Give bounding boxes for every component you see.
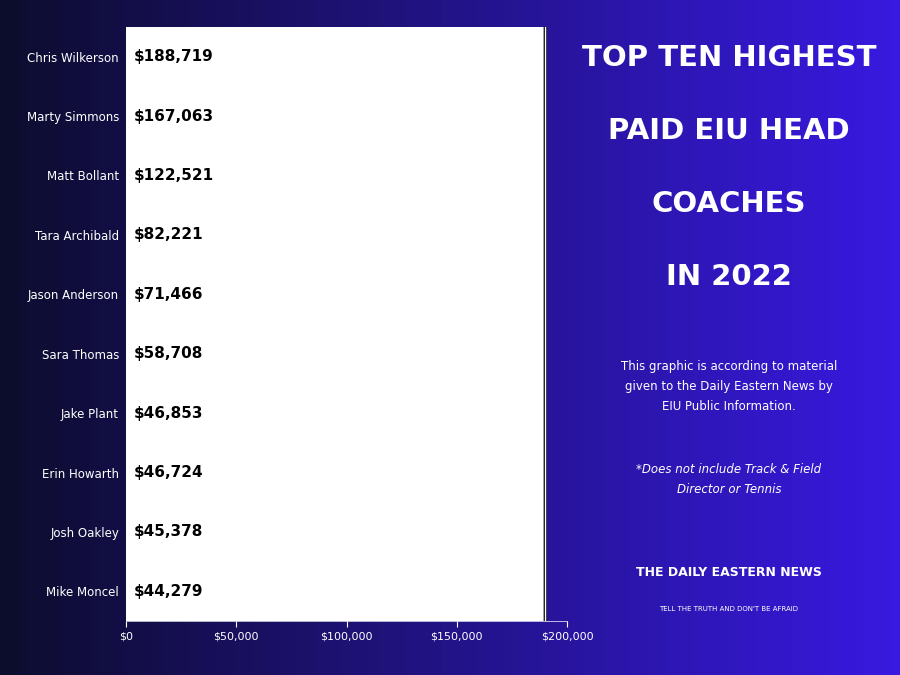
Bar xyxy=(126,453,229,492)
Bar xyxy=(126,394,230,433)
Bar xyxy=(126,572,223,611)
Text: *Does not include Track & Field
Director or Tennis: *Does not include Track & Field Director… xyxy=(636,463,822,496)
Text: TOP TEN HIGHEST: TOP TEN HIGHEST xyxy=(581,44,877,72)
FancyBboxPatch shape xyxy=(122,0,230,675)
Text: $122,521: $122,521 xyxy=(134,168,214,183)
FancyBboxPatch shape xyxy=(122,0,311,675)
FancyBboxPatch shape xyxy=(122,0,260,675)
FancyBboxPatch shape xyxy=(122,0,546,675)
Text: $58,708: $58,708 xyxy=(134,346,203,361)
FancyBboxPatch shape xyxy=(122,0,233,675)
FancyBboxPatch shape xyxy=(122,0,288,675)
Bar xyxy=(126,215,307,254)
Text: THE DAILY EASTERN NEWS: THE DAILY EASTERN NEWS xyxy=(636,566,822,579)
Text: This graphic is according to material
given to the Daily Eastern News by
EIU Pub: This graphic is according to material gi… xyxy=(621,360,837,413)
Text: $45,378: $45,378 xyxy=(134,524,203,539)
Text: $46,724: $46,724 xyxy=(134,465,203,480)
Text: $46,853: $46,853 xyxy=(134,406,203,421)
Bar xyxy=(126,334,256,373)
FancyBboxPatch shape xyxy=(122,0,234,675)
Bar xyxy=(126,97,494,136)
Text: $71,466: $71,466 xyxy=(134,287,203,302)
Text: $44,279: $44,279 xyxy=(134,584,203,599)
Bar xyxy=(126,37,542,76)
Text: PAID EIU HEAD: PAID EIU HEAD xyxy=(608,117,850,144)
Text: IN 2022: IN 2022 xyxy=(666,263,792,290)
Text: $167,063: $167,063 xyxy=(134,109,214,124)
Bar xyxy=(126,512,226,551)
Text: $82,221: $82,221 xyxy=(134,227,203,242)
Bar xyxy=(126,275,284,314)
FancyBboxPatch shape xyxy=(122,0,499,675)
Text: COACHES: COACHES xyxy=(652,190,806,217)
FancyBboxPatch shape xyxy=(122,0,400,675)
FancyBboxPatch shape xyxy=(122,0,228,675)
Text: TELL THE TRUTH AND DON'T BE AFRAID: TELL THE TRUTH AND DON'T BE AFRAID xyxy=(660,606,798,612)
Text: $188,719: $188,719 xyxy=(134,49,213,64)
Bar xyxy=(126,156,396,195)
